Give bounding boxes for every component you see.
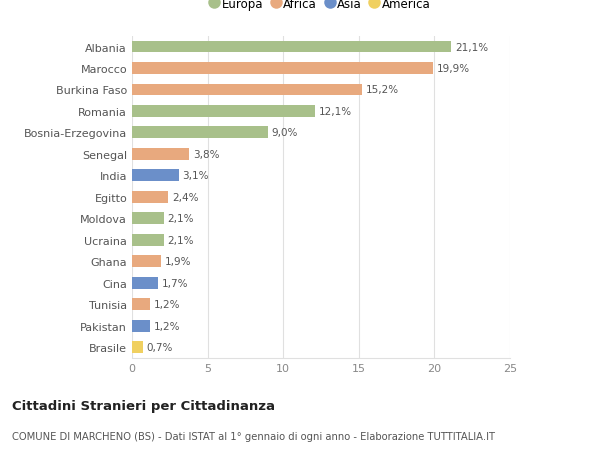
- Bar: [132, 63, 433, 75]
- Text: 21,1%: 21,1%: [455, 42, 488, 52]
- Bar: [132, 41, 451, 53]
- Bar: [132, 256, 161, 268]
- Text: 1,2%: 1,2%: [154, 299, 181, 309]
- Text: 2,1%: 2,1%: [167, 235, 194, 245]
- Bar: [132, 191, 168, 203]
- Text: 3,8%: 3,8%: [193, 150, 220, 160]
- Bar: [132, 341, 143, 353]
- Text: 2,4%: 2,4%: [172, 192, 199, 202]
- Bar: [132, 149, 190, 160]
- Text: COMUNE DI MARCHENO (BS) - Dati ISTAT al 1° gennaio di ogni anno - Elaborazione T: COMUNE DI MARCHENO (BS) - Dati ISTAT al …: [12, 431, 495, 442]
- Text: 1,9%: 1,9%: [164, 257, 191, 267]
- Text: 3,1%: 3,1%: [182, 171, 209, 181]
- Text: 19,9%: 19,9%: [437, 64, 470, 74]
- Bar: [132, 234, 164, 246]
- Bar: [132, 170, 179, 182]
- Bar: [132, 298, 150, 310]
- Legend: Europa, Africa, Asia, America: Europa, Africa, Asia, America: [206, 0, 436, 15]
- Text: 12,1%: 12,1%: [319, 106, 352, 117]
- Bar: [132, 106, 315, 118]
- Text: 15,2%: 15,2%: [365, 85, 399, 95]
- Bar: [132, 277, 158, 289]
- Text: Cittadini Stranieri per Cittadinanza: Cittadini Stranieri per Cittadinanza: [12, 399, 275, 412]
- Text: 1,7%: 1,7%: [161, 278, 188, 288]
- Bar: [132, 320, 150, 332]
- Bar: [132, 213, 164, 224]
- Text: 1,2%: 1,2%: [154, 321, 181, 331]
- Text: 2,1%: 2,1%: [167, 214, 194, 224]
- Text: 9,0%: 9,0%: [272, 128, 298, 138]
- Text: 0,7%: 0,7%: [146, 342, 173, 353]
- Bar: [132, 127, 268, 139]
- Bar: [132, 84, 362, 96]
